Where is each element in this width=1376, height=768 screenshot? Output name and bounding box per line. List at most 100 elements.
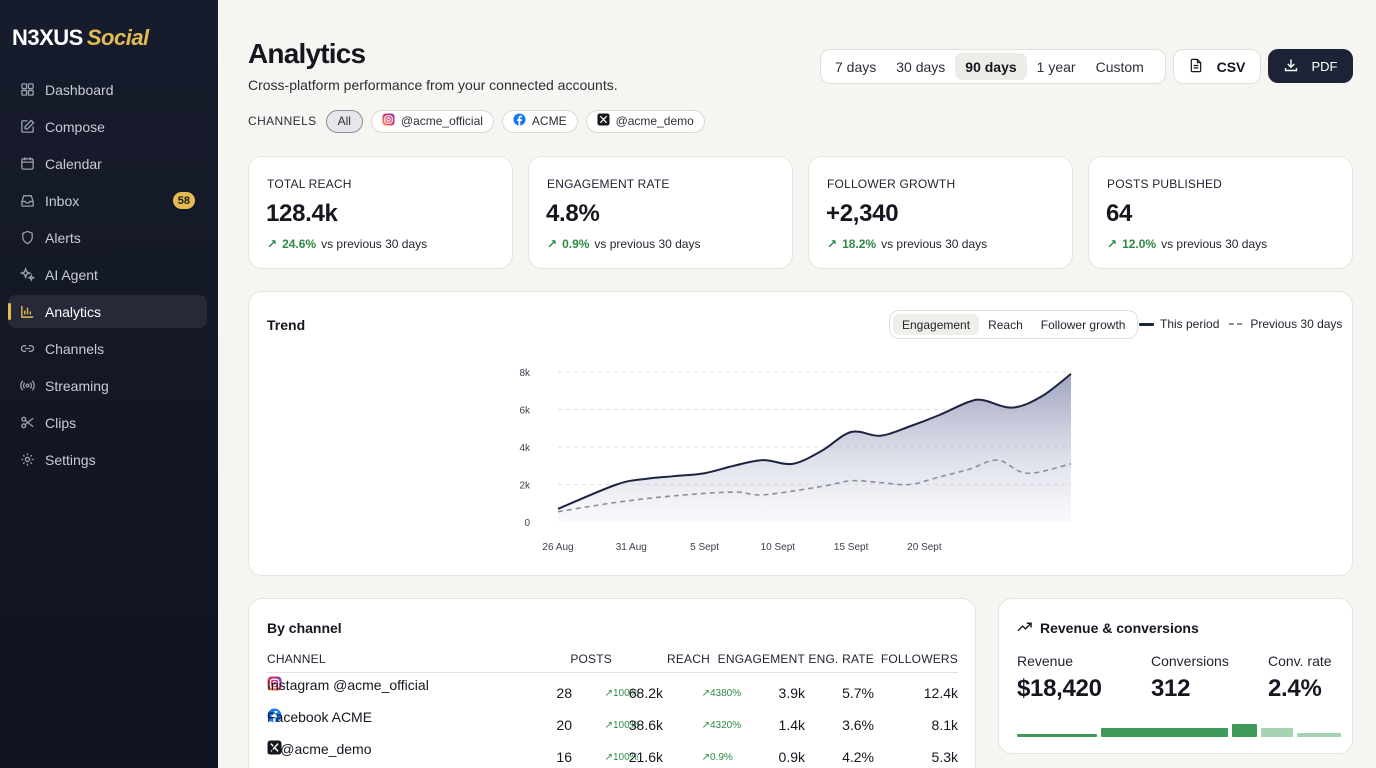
sidebar-item-alerts[interactable]: Alerts: [8, 221, 207, 254]
export-csv-button[interactable]: CSV: [1173, 49, 1261, 84]
revenue-title-row: Revenue & conversions: [1017, 620, 1199, 636]
range-7-days[interactable]: 7 days: [835, 58, 877, 75]
brand-logo[interactable]: N3XUS Social: [12, 25, 149, 51]
row-reach-delta: ↗ 0.9%: [701, 752, 733, 763]
x-tick-label: 20 Sept: [907, 542, 942, 553]
page-title: Analytics: [248, 38, 366, 69]
kpi-delta: ↗ 24.6% vs previous 30 days: [267, 237, 427, 251]
sidebar-item-channels[interactable]: Channels: [8, 332, 207, 365]
by-channel-title: By channel: [267, 620, 342, 636]
col-reach[interactable]: REACH: [666, 652, 710, 666]
conv-rate-metric: Conv. rate 2.4%: [1268, 653, 1332, 703]
sidebar: N3XUS Social Dashboard Compose Calendar I…: [0, 0, 218, 768]
col-followers[interactable]: FOLLOWERS: [880, 652, 958, 666]
row-posts: 28: [556, 685, 572, 701]
download-icon: [1284, 58, 1298, 75]
row-posts-delta-value: 100%: [613, 752, 639, 763]
kpi-value: 128.4k: [266, 200, 338, 227]
kpi-delta-value: 24.6%: [282, 237, 317, 251]
revenue-bar: [1261, 728, 1293, 737]
col-channel[interactable]: CHANNEL: [267, 652, 326, 666]
col-engagement[interactable]: ENGAGEMENT: [717, 652, 805, 666]
trending-up-icon: [1017, 620, 1032, 636]
row-followers: 12.4k: [923, 685, 958, 701]
metric-value: 312: [1151, 675, 1191, 702]
metric-engagement[interactable]: Engagement: [893, 314, 980, 335]
channel-chip-facebook[interactable]: ACME: [501, 109, 578, 133]
x-tick-label: 31 Aug: [616, 542, 647, 553]
range-30-days[interactable]: 30 days: [896, 58, 946, 75]
row-reach: 21.6k: [628, 749, 663, 765]
brand-suffix: Social: [86, 25, 149, 50]
y-tick-label: 0: [524, 518, 530, 529]
metric-follower-growth[interactable]: Follower growth: [1040, 317, 1126, 332]
col-eng-rate[interactable]: ENG. RATE: [808, 652, 874, 666]
sidebar-item-settings[interactable]: Settings: [8, 443, 207, 476]
x-icon: [267, 740, 282, 758]
row-eng-rate: 5.7%: [842, 685, 874, 701]
trend-up-icon: ↗: [1107, 237, 1118, 251]
export-pdf-button[interactable]: PDF: [1268, 49, 1353, 83]
sidebar-item-analytics[interactable]: Analytics: [8, 295, 207, 328]
legend-item-previous: Previous 30 days: [1229, 317, 1342, 331]
sparkle-icon: [19, 267, 35, 283]
range-90-days[interactable]: 90 days: [955, 53, 1027, 80]
metric-value: 2.4%: [1268, 675, 1322, 702]
sidebar-item-inbox[interactable]: Inbox 58: [8, 184, 207, 217]
trend-up-icon: ↗: [547, 237, 558, 251]
row-channel-name: X @acme_demo: [267, 741, 372, 757]
table-row[interactable]: X @acme_demo 16 ↗ 100% 21.6k ↗ 0.9% 0.9k 4…: [267, 740, 958, 768]
kpi-delta: ↗ 0.9% vs previous 30 days: [547, 237, 700, 251]
pdf-label: PDF: [1311, 58, 1338, 74]
sidebar-item-clips[interactable]: Clips: [8, 406, 207, 439]
row-followers: 8.1k: [931, 717, 958, 733]
kpi-delta-value: 12.0%: [1122, 237, 1157, 251]
this-period-line: [557, 373, 1072, 510]
kpi-compare: vs previous 30 days: [321, 237, 428, 251]
chip-label: ACME: [531, 114, 567, 128]
channel-chip-x[interactable]: @acme_demo: [585, 109, 705, 133]
row-engagement: 0.9k: [778, 749, 805, 765]
sidebar-item-label: Clips: [45, 414, 77, 431]
kpi-label: FOLLOWER GROWTH: [827, 177, 956, 191]
revenue-card: Revenue & conversions Revenue $18,420 Co…: [998, 598, 1353, 754]
legend-label: Previous 30 days: [1250, 317, 1343, 331]
channels-label: CHANNELS: [248, 114, 317, 128]
table-header: CHANNEL POSTS REACH ENGAGEMENT ENG. RATE…: [267, 649, 958, 673]
range-1-year[interactable]: 1 year: [1036, 58, 1076, 75]
legend-item-current: This period: [1139, 317, 1219, 331]
revenue-bar: [1231, 724, 1258, 737]
y-tick-label: 2k: [519, 481, 531, 492]
sidebar-item-label: Streaming: [45, 377, 109, 394]
row-posts: 20: [556, 717, 572, 733]
sidebar-nav: Dashboard Compose Calendar Inbox 58 Aler…: [8, 73, 207, 480]
sidebar-item-dashboard[interactable]: Dashboard: [8, 73, 207, 106]
channel-filter: CHANNELS All @acme_official ACME @acme_d…: [248, 109, 713, 133]
kpi-delta: ↗ 12.0% vs previous 30 days: [1107, 237, 1267, 251]
revenue-bar: [1017, 734, 1097, 737]
sidebar-item-ai-agent[interactable]: AI Agent: [8, 258, 207, 291]
trend-chart: 0 2k 4k 6k 8k 26 Aug 31 Aug 5 Sept 10 Sept 15 Sep…: [519, 368, 1072, 553]
sidebar-item-label: Calendar: [45, 155, 102, 172]
table-row[interactable]: Instagram @acme_official 28 ↗ 100% 68.2k …: [267, 676, 958, 709]
sidebar-item-streaming[interactable]: Streaming: [8, 369, 207, 402]
x-tick-label: 5 Sept: [690, 542, 719, 553]
channel-chip-all[interactable]: All: [325, 109, 363, 133]
range-custom[interactable]: Custom: [1095, 58, 1144, 75]
row-eng-rate: 3.6%: [842, 717, 874, 733]
sidebar-item-calendar[interactable]: Calendar: [8, 147, 207, 180]
kpi-value: +2,340: [826, 200, 899, 227]
metric-reach[interactable]: Reach: [988, 317, 1023, 332]
y-tick-label: 4k: [519, 443, 531, 454]
kpi-delta-value: 18.2%: [842, 237, 877, 251]
revenue-mini-bars: [1017, 717, 1342, 737]
table-row[interactable]: Facebook ACME 20 ↗ 100% 38.6k ↗ 4320% 1.4k…: [267, 708, 958, 741]
channel-chip-instagram[interactable]: @acme_official: [370, 109, 494, 133]
broadcast-icon: [19, 378, 35, 394]
sidebar-item-compose[interactable]: Compose: [8, 110, 207, 143]
row-channel-name: Facebook ACME: [267, 709, 373, 725]
inbox-count-badge: 58: [172, 192, 195, 209]
kpi-label: POSTS PUBLISHED: [1107, 177, 1223, 191]
trend-card: Trend Engagement Reach Follower growth T…: [248, 291, 1353, 576]
col-posts[interactable]: POSTS: [570, 652, 612, 666]
